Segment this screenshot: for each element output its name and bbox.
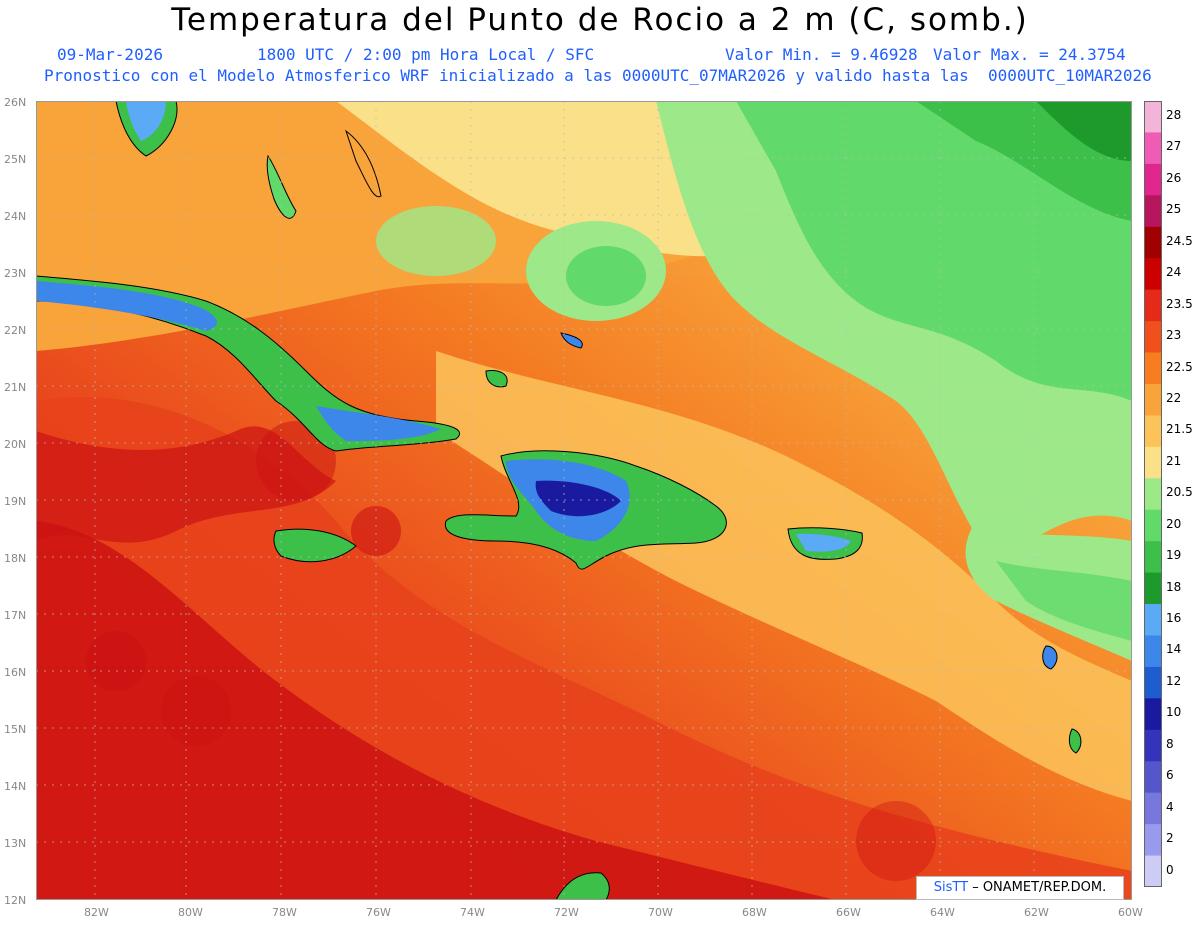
forecast-note: Pronostico con el Modelo Atmosferico WRF… bbox=[44, 66, 1152, 85]
colorbar-label: 24.5 bbox=[1166, 233, 1193, 248]
credit-badge: SisTT – ONAMET/REP.DOM. bbox=[916, 876, 1124, 900]
colorbar-segment bbox=[1144, 729, 1162, 762]
min-value: Valor Min. = 9.46928 bbox=[725, 45, 918, 64]
colorbar-label: 2 bbox=[1166, 831, 1174, 846]
colorbar-segment bbox=[1144, 666, 1162, 699]
lon-label: 82W bbox=[84, 906, 109, 919]
colorbar-segment bbox=[1144, 101, 1162, 133]
lat-label: 26N bbox=[4, 96, 27, 109]
lat-label: 15N bbox=[4, 723, 27, 736]
colorbar-label: 4 bbox=[1166, 799, 1174, 814]
lat-label: 22N bbox=[4, 324, 27, 337]
colorbar-label: 22 bbox=[1166, 390, 1182, 405]
lon-label: 66W bbox=[836, 906, 861, 919]
colorbar-segment bbox=[1144, 635, 1162, 668]
colorbar-segment bbox=[1144, 446, 1162, 479]
colorbar-segment bbox=[1144, 415, 1162, 448]
map-title: Temperatura del Punto de Rocio a 2 m (C,… bbox=[171, 2, 1029, 38]
colorbar-label: 16 bbox=[1166, 611, 1182, 626]
colorbar-label: 21 bbox=[1166, 453, 1182, 468]
lat-label: 23N bbox=[4, 267, 27, 280]
lon-label: 62W bbox=[1024, 906, 1049, 919]
colorbar-segment bbox=[1144, 226, 1162, 259]
colorbar-segment bbox=[1144, 321, 1162, 354]
colorbar-segment bbox=[1144, 541, 1162, 574]
forecast-date: 09-Mar-2026 bbox=[57, 45, 163, 64]
colorbar-label: 22.5 bbox=[1166, 359, 1193, 374]
colorbar bbox=[1144, 101, 1162, 887]
lon-label: 80W bbox=[178, 906, 203, 919]
colorbar-segment bbox=[1144, 163, 1162, 196]
colorbar-label: 0 bbox=[1166, 862, 1174, 877]
colorbar-segment bbox=[1144, 572, 1162, 605]
lat-label: 20N bbox=[4, 438, 27, 451]
colorbar-segment bbox=[1144, 132, 1162, 165]
colorbar-label: 18 bbox=[1166, 579, 1182, 594]
colorbar-segment bbox=[1144, 258, 1162, 291]
colorbar-label: 25 bbox=[1166, 202, 1182, 217]
colorbar-segment bbox=[1144, 478, 1162, 511]
lat-label: 13N bbox=[4, 837, 27, 850]
colorbar-segment bbox=[1144, 855, 1162, 887]
lon-label: 74W bbox=[460, 906, 485, 919]
lat-label: 25N bbox=[4, 153, 27, 166]
land-masses bbox=[36, 101, 1082, 900]
lat-label: 21N bbox=[4, 381, 27, 394]
colorbar-label: 6 bbox=[1166, 768, 1174, 783]
colorbar-segment bbox=[1144, 195, 1162, 228]
graticule bbox=[36, 101, 1132, 900]
colorbar-label: 20 bbox=[1166, 516, 1182, 531]
lon-label: 68W bbox=[742, 906, 767, 919]
colorbar-label: 23.5 bbox=[1166, 296, 1193, 311]
lat-label: 16N bbox=[4, 666, 27, 679]
colorbar-label: 14 bbox=[1166, 642, 1182, 657]
lat-label: 18N bbox=[4, 552, 27, 565]
valid-time: 1800 UTC / 2:00 pm Hora Local / SFC bbox=[257, 45, 595, 64]
lon-label: 72W bbox=[554, 906, 579, 919]
colorbar-segment bbox=[1144, 761, 1162, 794]
max-value: Valor Max. = 24.3754 bbox=[933, 45, 1126, 64]
lon-label: 70W bbox=[648, 906, 673, 919]
colorbar-label: 28 bbox=[1166, 108, 1182, 122]
dewpoint-map bbox=[36, 101, 1132, 900]
colorbar-segment bbox=[1144, 792, 1162, 825]
colorbar-label: 8 bbox=[1166, 736, 1174, 751]
credit-brand: SisTT bbox=[933, 880, 969, 895]
colorbar-label: 12 bbox=[1166, 673, 1182, 688]
credit-text: – ONAMET/REP.DOM. bbox=[968, 880, 1107, 895]
colorbar-label: 23 bbox=[1166, 328, 1182, 343]
colorbar-segment bbox=[1144, 698, 1162, 731]
lat-label: 14N bbox=[4, 780, 27, 793]
lon-label: 60W bbox=[1118, 906, 1143, 919]
colorbar-segment bbox=[1144, 383, 1162, 416]
colorbar-label: 26 bbox=[1166, 170, 1182, 185]
colorbar-segment bbox=[1144, 604, 1162, 636]
colorbar-label: 20.5 bbox=[1166, 485, 1193, 500]
lat-label: 17N bbox=[4, 609, 27, 622]
colorbar-segment bbox=[1144, 289, 1162, 322]
colorbar-segment bbox=[1144, 352, 1162, 385]
lat-label: 24N bbox=[4, 210, 27, 223]
colorbar-label: 24 bbox=[1166, 265, 1182, 280]
lat-label: 19N bbox=[4, 495, 27, 508]
lon-label: 76W bbox=[366, 906, 391, 919]
colorbar-label: 27 bbox=[1166, 139, 1182, 154]
colorbar-label: 21.5 bbox=[1166, 422, 1193, 437]
lat-label: 12N bbox=[4, 894, 27, 907]
map-frame bbox=[36, 101, 1132, 900]
colorbar-label: 10 bbox=[1166, 705, 1182, 720]
dewpoint-contours bbox=[36, 101, 1132, 900]
colorbar-label: 19 bbox=[1166, 548, 1182, 563]
colorbar-frame bbox=[1144, 101, 1162, 887]
colorbar-segment bbox=[1144, 509, 1162, 542]
lon-label: 64W bbox=[930, 906, 955, 919]
lon-label: 78W bbox=[272, 906, 297, 919]
colorbar-segment bbox=[1144, 824, 1162, 857]
